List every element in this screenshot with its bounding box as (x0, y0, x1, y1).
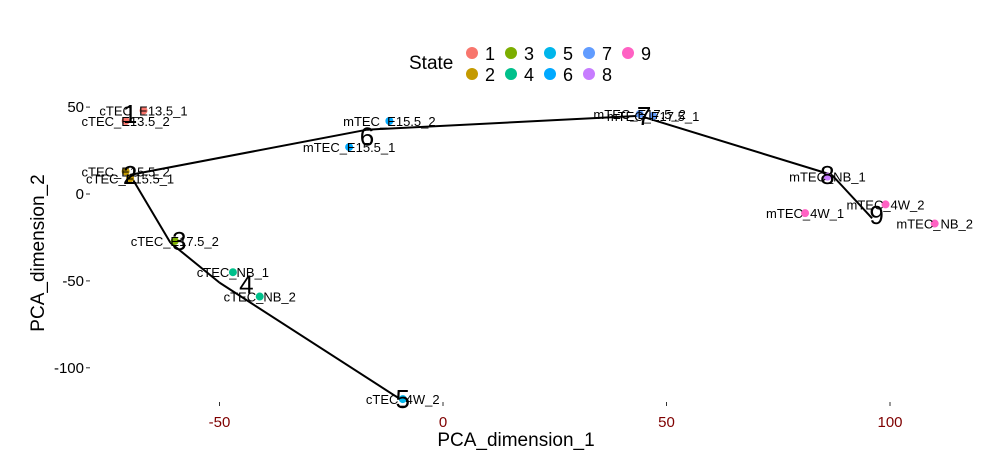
data-point (385, 117, 394, 126)
legend-swatch (466, 68, 478, 80)
legend: State 1 3 5 7 9 2 4 6 8 (409, 44, 651, 85)
x-tick-label: 50 (658, 414, 675, 431)
x-axis-title: PCA_dimension_1 (437, 430, 594, 451)
data-point (255, 292, 264, 301)
trajectory-segment (639, 114, 833, 176)
legend-label: 7 (602, 44, 612, 64)
legend-swatch (583, 68, 595, 80)
y-tick-label: -100 (54, 360, 84, 377)
state-number-label: 7 (637, 101, 651, 131)
legend-label: 1 (485, 44, 495, 64)
trajectory-segment (366, 114, 640, 131)
state-number-label: 2 (123, 160, 137, 190)
point-label: cTEC_E17.5_2 (131, 234, 219, 249)
point-label: cTEC_NB_2 (224, 290, 296, 305)
point-label: cTEC_E13.5_2 (82, 114, 170, 129)
data-point (823, 172, 832, 181)
legend-title: State (409, 53, 453, 74)
point-label: mTEC_E17.5_1 (607, 109, 700, 124)
point-label: cTEC_4W_2 (366, 392, 440, 407)
point-label: mTEC_NB_1 (789, 170, 866, 185)
legend-label: 9 (641, 44, 651, 64)
data-point (126, 174, 135, 183)
legend-label: 4 (524, 65, 534, 85)
data-point (635, 110, 644, 119)
trajectory-segment (218, 281, 404, 402)
state-number-label: 1 (123, 99, 137, 129)
legend-label: 2 (485, 65, 495, 85)
trajectory-segment (129, 128, 368, 176)
x-tick-label: 100 (877, 414, 902, 431)
trajectory (129, 114, 873, 402)
y-tick-label: 0 (76, 186, 84, 203)
legend-swatch (622, 47, 634, 59)
legend-swatch (505, 47, 517, 59)
trajectory-segment (831, 174, 873, 220)
point-label: mTEC_E17.5_2 (593, 107, 686, 122)
state-number-label: 9 (869, 200, 883, 230)
point-label: mTEC_4W_1 (766, 206, 844, 221)
points (121, 106, 939, 404)
state-number-label: 4 (239, 269, 253, 299)
data-point (881, 200, 890, 209)
legend-label: 6 (563, 65, 573, 85)
x-tick-label: 0 (439, 414, 447, 431)
x-tick-label: -50 (209, 414, 231, 431)
data-point (398, 395, 407, 404)
legend-swatch (544, 68, 556, 80)
legend-label: 3 (524, 44, 534, 64)
y-tick-label: 50 (67, 99, 84, 116)
data-point (801, 209, 810, 218)
data-point (345, 143, 354, 152)
axes: 50 0 -50 -100 -50 0 50 100 (54, 99, 903, 431)
data-point (228, 268, 237, 277)
point-label: cTEC_NB_1 (197, 265, 269, 280)
data-point (121, 167, 130, 176)
legend-swatch (544, 47, 556, 59)
state-number-label: 6 (360, 122, 374, 152)
state-number-label: 5 (396, 384, 410, 414)
trajectory-segment (169, 241, 221, 284)
legend-swatch (505, 68, 517, 80)
point-label: mTEC_4W_2 (847, 197, 925, 212)
legend-label: 8 (602, 65, 612, 85)
data-point (139, 106, 148, 115)
state-number-label: 8 (820, 160, 834, 190)
point-label: mTEC_E15.5_2 (343, 114, 436, 129)
point-label: mTEC_NB_2 (896, 217, 973, 232)
point-labels: cTEC_E13.5_1cTEC_E13.5_2cTEC_E15.5_2cTEC… (82, 104, 973, 408)
data-point (121, 117, 130, 126)
legend-label: 5 (563, 44, 573, 64)
y-axis-title: PCA_dimension_2 (28, 174, 49, 331)
point-label: cTEC_E13.5_1 (99, 104, 187, 119)
state-labels: 1 2 3 4 5 6 7 8 9 (123, 99, 884, 414)
legend-swatch (466, 47, 478, 59)
point-label: cTEC_E15.5_2 (82, 164, 170, 179)
point-label: mTEC_E15.5_1 (303, 140, 396, 155)
point-label: cTEC_E15.5_1 (86, 171, 174, 186)
y-tick-label: -50 (62, 273, 84, 290)
legend-swatch (583, 47, 595, 59)
data-point (170, 236, 179, 245)
data-point (930, 219, 939, 228)
state-number-label: 3 (172, 226, 186, 256)
trajectory-segment (129, 174, 172, 244)
data-point (649, 111, 658, 120)
